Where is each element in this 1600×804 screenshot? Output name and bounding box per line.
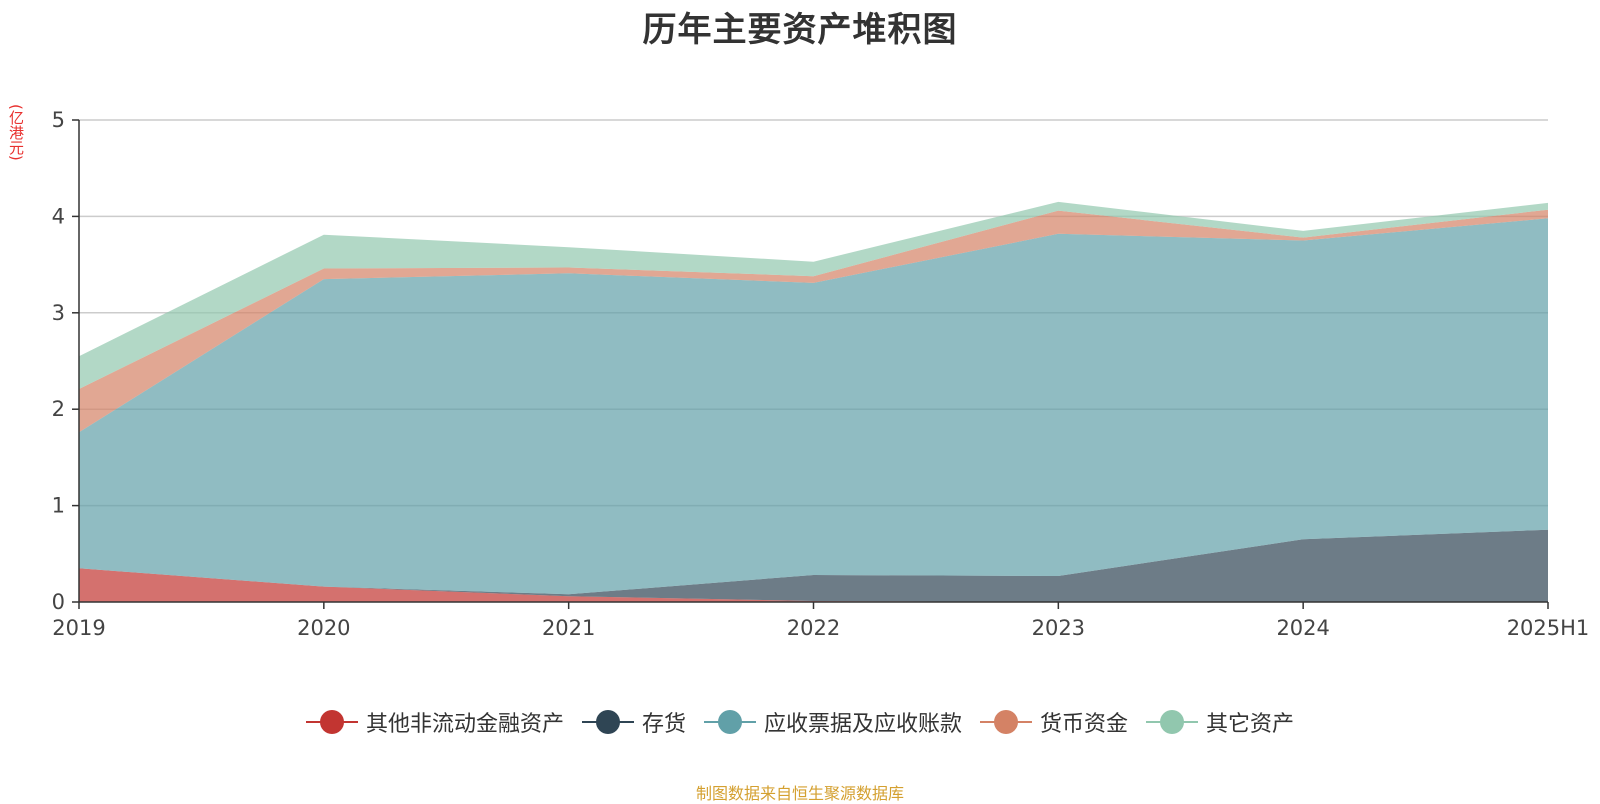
legend-label: 存货 bbox=[641, 712, 686, 737]
area-其他非流动金融资产[interactable] bbox=[79, 568, 1548, 602]
y-axis-unit-label: (亿港元) bbox=[7, 104, 25, 161]
area-存货[interactable] bbox=[79, 529, 1548, 602]
x-tick-label: 2019 bbox=[52, 616, 105, 640]
area-应收票据及应收账款[interactable] bbox=[79, 218, 1548, 595]
legend-item[interactable]: 其它资产 bbox=[1146, 706, 1294, 738]
legend-item[interactable]: 货币资金 bbox=[980, 706, 1128, 738]
y-tick-label: 1 bbox=[52, 494, 65, 518]
legend-marker-icon bbox=[980, 709, 1032, 735]
legend-item[interactable]: 存货 bbox=[581, 706, 686, 738]
area-其它资产[interactable] bbox=[79, 201, 1548, 389]
x-tick-label: 2025H1 bbox=[1507, 616, 1590, 640]
legend-marker-icon bbox=[305, 709, 358, 735]
legend-label: 应收票据及应收账款 bbox=[763, 712, 962, 737]
legend-item[interactable]: 应收票据及应收账款 bbox=[703, 706, 962, 738]
chart-title: 历年主要资产堆积图 bbox=[642, 10, 958, 50]
y-tick-label: 5 bbox=[52, 108, 65, 132]
legend-marker-icon bbox=[703, 709, 756, 735]
legend-label: 其它资产 bbox=[1206, 712, 1295, 737]
legend-item[interactable]: 其他非流动金融资产 bbox=[305, 706, 564, 738]
axes: 0 1 2 3 4 5 2019 2020 2021 2022 2023 2024 2025H1 bbox=[52, 108, 1590, 640]
x-tick-label: 2024 bbox=[1276, 616, 1329, 640]
data-source-note: 制图数据来自恒生聚源数据库 bbox=[695, 784, 904, 803]
x-tick-label: 2020 bbox=[297, 616, 350, 640]
y-tick-label: 2 bbox=[52, 397, 65, 421]
y-tick-label: 4 bbox=[52, 204, 65, 228]
y-tick-label: 3 bbox=[52, 301, 65, 325]
legend-label: 其他非流动金融资产 bbox=[365, 712, 564, 737]
legend-marker-icon bbox=[581, 709, 634, 735]
y-tick-label: 0 bbox=[52, 590, 65, 614]
x-tick-label: 2023 bbox=[1032, 616, 1085, 640]
legend-label: 货币资金 bbox=[1040, 712, 1129, 737]
legend-marker-icon bbox=[1146, 709, 1199, 735]
x-tick-label: 2022 bbox=[787, 616, 840, 640]
x-tick-label: 2021 bbox=[542, 616, 595, 640]
legend: 其他非流动金融资产 存货 应收票据及应收账款 货币资金 其它资产 bbox=[0, 706, 1600, 738]
area-series-group bbox=[79, 201, 1548, 602]
